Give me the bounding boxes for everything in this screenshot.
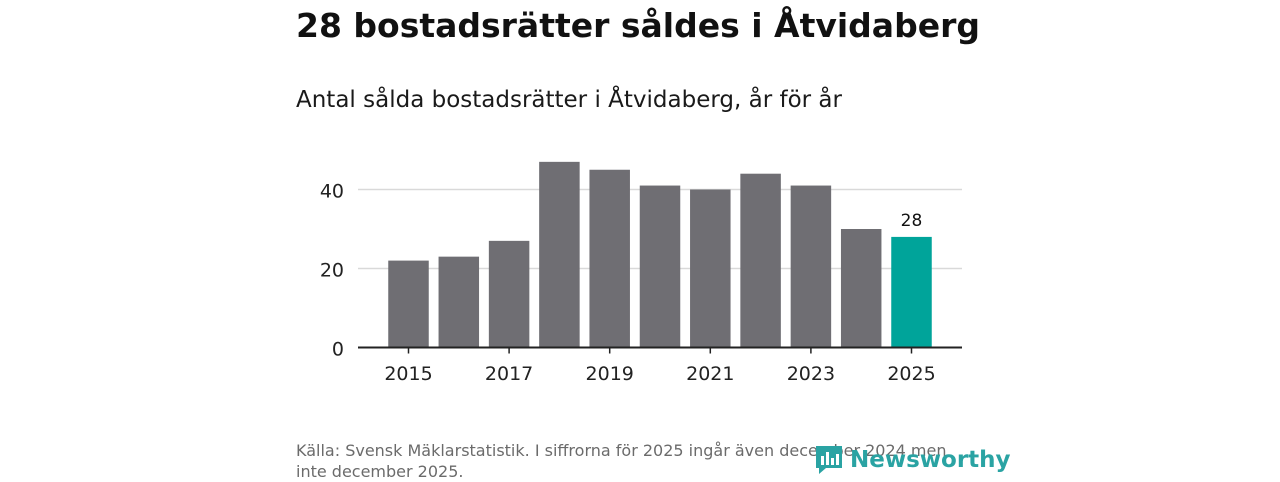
x-tick-label: 2017 [485, 363, 533, 385]
x-tick-label: 2015 [384, 363, 432, 385]
bar-2025 [891, 236, 932, 348]
bar-2021 [690, 189, 731, 348]
chart-subtitle: Antal sålda bostadsrätter i Åtvidaberg, … [296, 87, 842, 113]
brand-name: Newsworthy [850, 447, 1011, 473]
data-label: 28 [901, 211, 923, 231]
x-tick-label: 2021 [686, 363, 734, 385]
bar-2023 [790, 185, 832, 348]
bar-2020 [639, 185, 681, 348]
bar-2017 [488, 240, 530, 348]
x-tick-label: 2025 [887, 363, 935, 385]
x-tick-label: 2023 [787, 363, 835, 385]
x-tick-label: 2019 [586, 363, 634, 385]
chart-title: 28 bostadsrätter såldes i Åtvidaberg [296, 6, 980, 45]
y-tick-label: 20 [320, 260, 344, 282]
bar-2018 [539, 161, 580, 348]
bar-2019 [589, 169, 630, 348]
bar-chart: 0 20 40 28 2015 2017 2019 2021 2023 2025 [320, 161, 962, 385]
y-tick-label: 40 [320, 181, 344, 203]
bar-chart-logo-icon [816, 446, 842, 474]
newsworthy-logo: Newsworthy [814, 444, 1011, 476]
y-tick-label: 0 [332, 339, 344, 361]
source-note: Källa: Svensk Mäklarstatistik. I siffror… [296, 441, 947, 481]
bar-2016 [438, 256, 480, 348]
bar-2022 [740, 173, 781, 348]
bar-2024 [840, 229, 882, 348]
bar-2015 [388, 260, 429, 348]
